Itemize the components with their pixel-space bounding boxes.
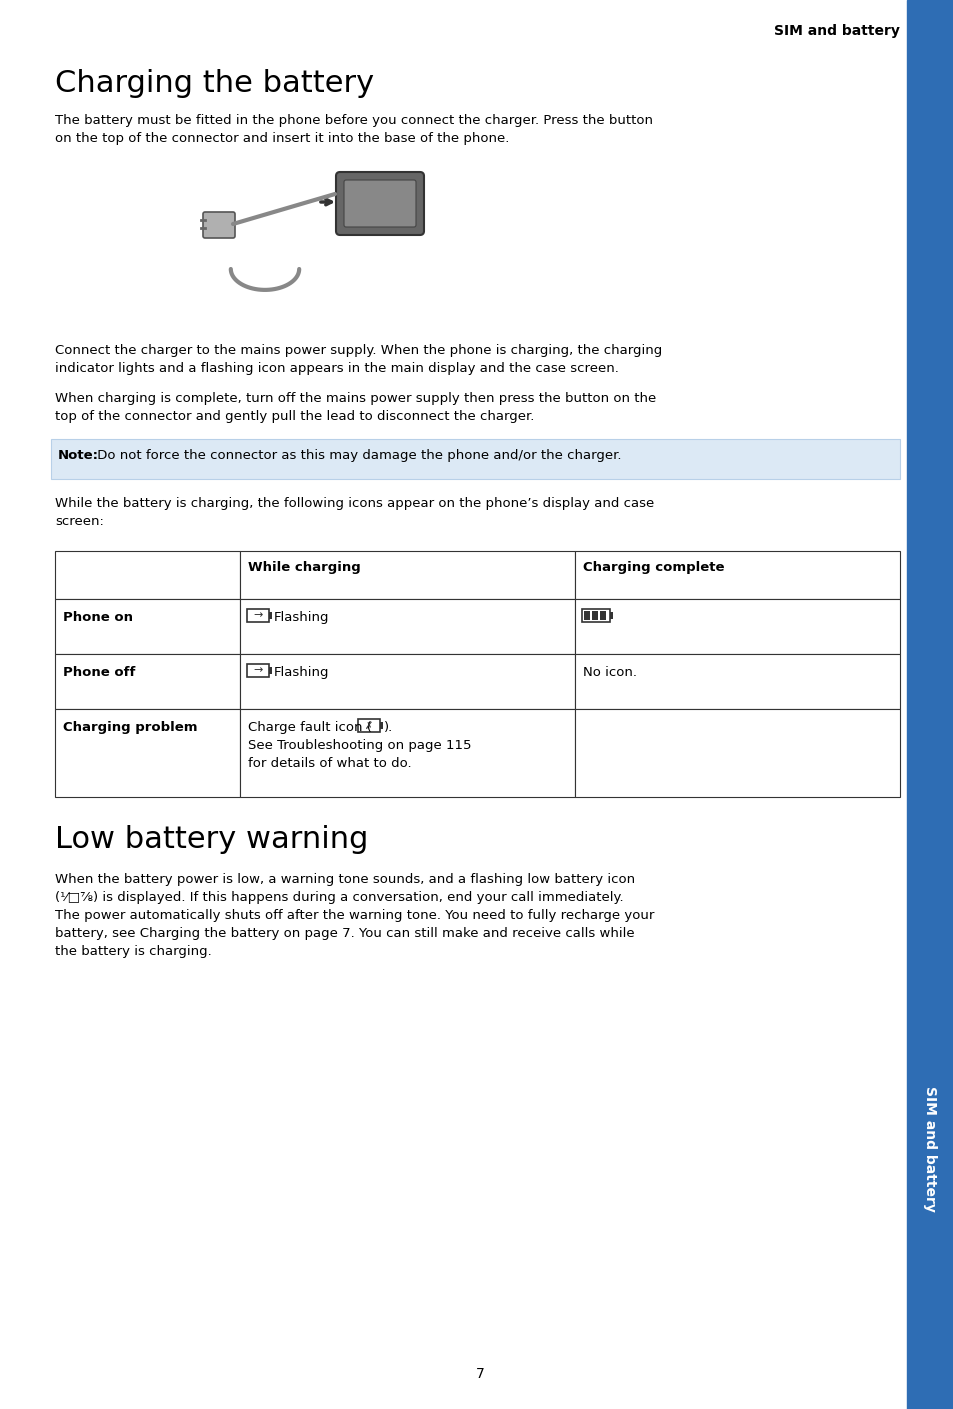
Text: See Troubleshooting on page 115: See Troubleshooting on page 115 <box>248 738 471 752</box>
Text: The power automatically shuts off after the warning tone. You need to fully rech: The power automatically shuts off after … <box>55 909 654 921</box>
Bar <box>51 440 899 479</box>
Bar <box>581 609 609 621</box>
Text: The battery must be fitted in the phone before you connect the charger. Press th: The battery must be fitted in the phone … <box>55 114 652 127</box>
Text: screen:: screen: <box>55 516 104 528</box>
Bar <box>55 654 240 709</box>
Text: (⅟□⅞) is displayed. If this happens during a conversation, end your call immedia: (⅟□⅞) is displayed. If this happens duri… <box>55 890 623 905</box>
Bar <box>575 599 899 654</box>
Bar <box>357 719 379 733</box>
Bar <box>906 0 953 1409</box>
Text: When charging is complete, turn off the mains power supply then press the button: When charging is complete, turn off the … <box>55 392 656 404</box>
Text: Phone off: Phone off <box>63 666 135 679</box>
Text: ).: ). <box>384 721 393 734</box>
Bar <box>609 612 613 619</box>
Text: Do not force the connector as this may damage the phone and/or the charger.: Do not force the connector as this may d… <box>92 449 620 462</box>
Text: Flashing: Flashing <box>274 612 329 624</box>
Text: While charging: While charging <box>248 561 360 573</box>
Bar <box>247 664 269 676</box>
Bar <box>599 612 605 620</box>
Text: Charging complete: Charging complete <box>582 561 723 573</box>
Text: for details of what to do.: for details of what to do. <box>248 757 411 769</box>
Text: ✗: ✗ <box>365 720 373 730</box>
Bar <box>55 709 240 797</box>
Text: While the battery is charging, the following icons appear on the phone’s display: While the battery is charging, the follo… <box>55 497 654 510</box>
Bar <box>379 721 382 728</box>
Text: 7: 7 <box>476 1367 484 1381</box>
Text: Low battery warning: Low battery warning <box>55 826 368 854</box>
Bar <box>240 551 575 599</box>
FancyBboxPatch shape <box>344 180 416 227</box>
Text: battery, see Charging the battery on page 7. You can still make and receive call: battery, see Charging the battery on pag… <box>55 927 634 940</box>
Text: top of the connector and gently pull the lead to disconnect the charger.: top of the connector and gently pull the… <box>55 410 534 423</box>
Text: indicator lights and a flashing icon appears in the main display and the case sc: indicator lights and a flashing icon app… <box>55 362 618 375</box>
Text: Charge fault icon (: Charge fault icon ( <box>248 721 372 734</box>
Text: on the top of the connector and insert it into the base of the phone.: on the top of the connector and insert i… <box>55 132 509 145</box>
Text: SIM and battery: SIM and battery <box>773 24 899 38</box>
Bar <box>55 599 240 654</box>
Text: Charging problem: Charging problem <box>63 721 197 734</box>
Text: Connect the charger to the mains power supply. When the phone is charging, the c: Connect the charger to the mains power s… <box>55 344 661 356</box>
Bar <box>240 599 575 654</box>
Bar <box>55 551 240 599</box>
FancyBboxPatch shape <box>203 211 234 238</box>
Bar <box>269 612 272 619</box>
Bar <box>269 666 272 674</box>
Text: Flashing: Flashing <box>274 666 329 679</box>
Text: Phone on: Phone on <box>63 612 132 624</box>
Bar <box>247 609 269 621</box>
Text: When the battery power is low, a warning tone sounds, and a flashing low battery: When the battery power is low, a warning… <box>55 874 635 886</box>
Bar <box>240 654 575 709</box>
FancyBboxPatch shape <box>335 172 423 235</box>
Text: Note:: Note: <box>58 449 99 462</box>
Text: →: → <box>253 610 262 620</box>
Bar <box>575 709 899 797</box>
Text: Charging the battery: Charging the battery <box>55 69 374 99</box>
Text: No icon.: No icon. <box>582 666 637 679</box>
Bar <box>583 612 589 620</box>
Bar <box>575 551 899 599</box>
Text: SIM and battery: SIM and battery <box>923 1086 937 1212</box>
Bar <box>592 612 598 620</box>
Bar <box>240 709 575 797</box>
Text: the battery is charging.: the battery is charging. <box>55 945 212 958</box>
Bar <box>575 654 899 709</box>
Text: →: → <box>253 665 262 675</box>
